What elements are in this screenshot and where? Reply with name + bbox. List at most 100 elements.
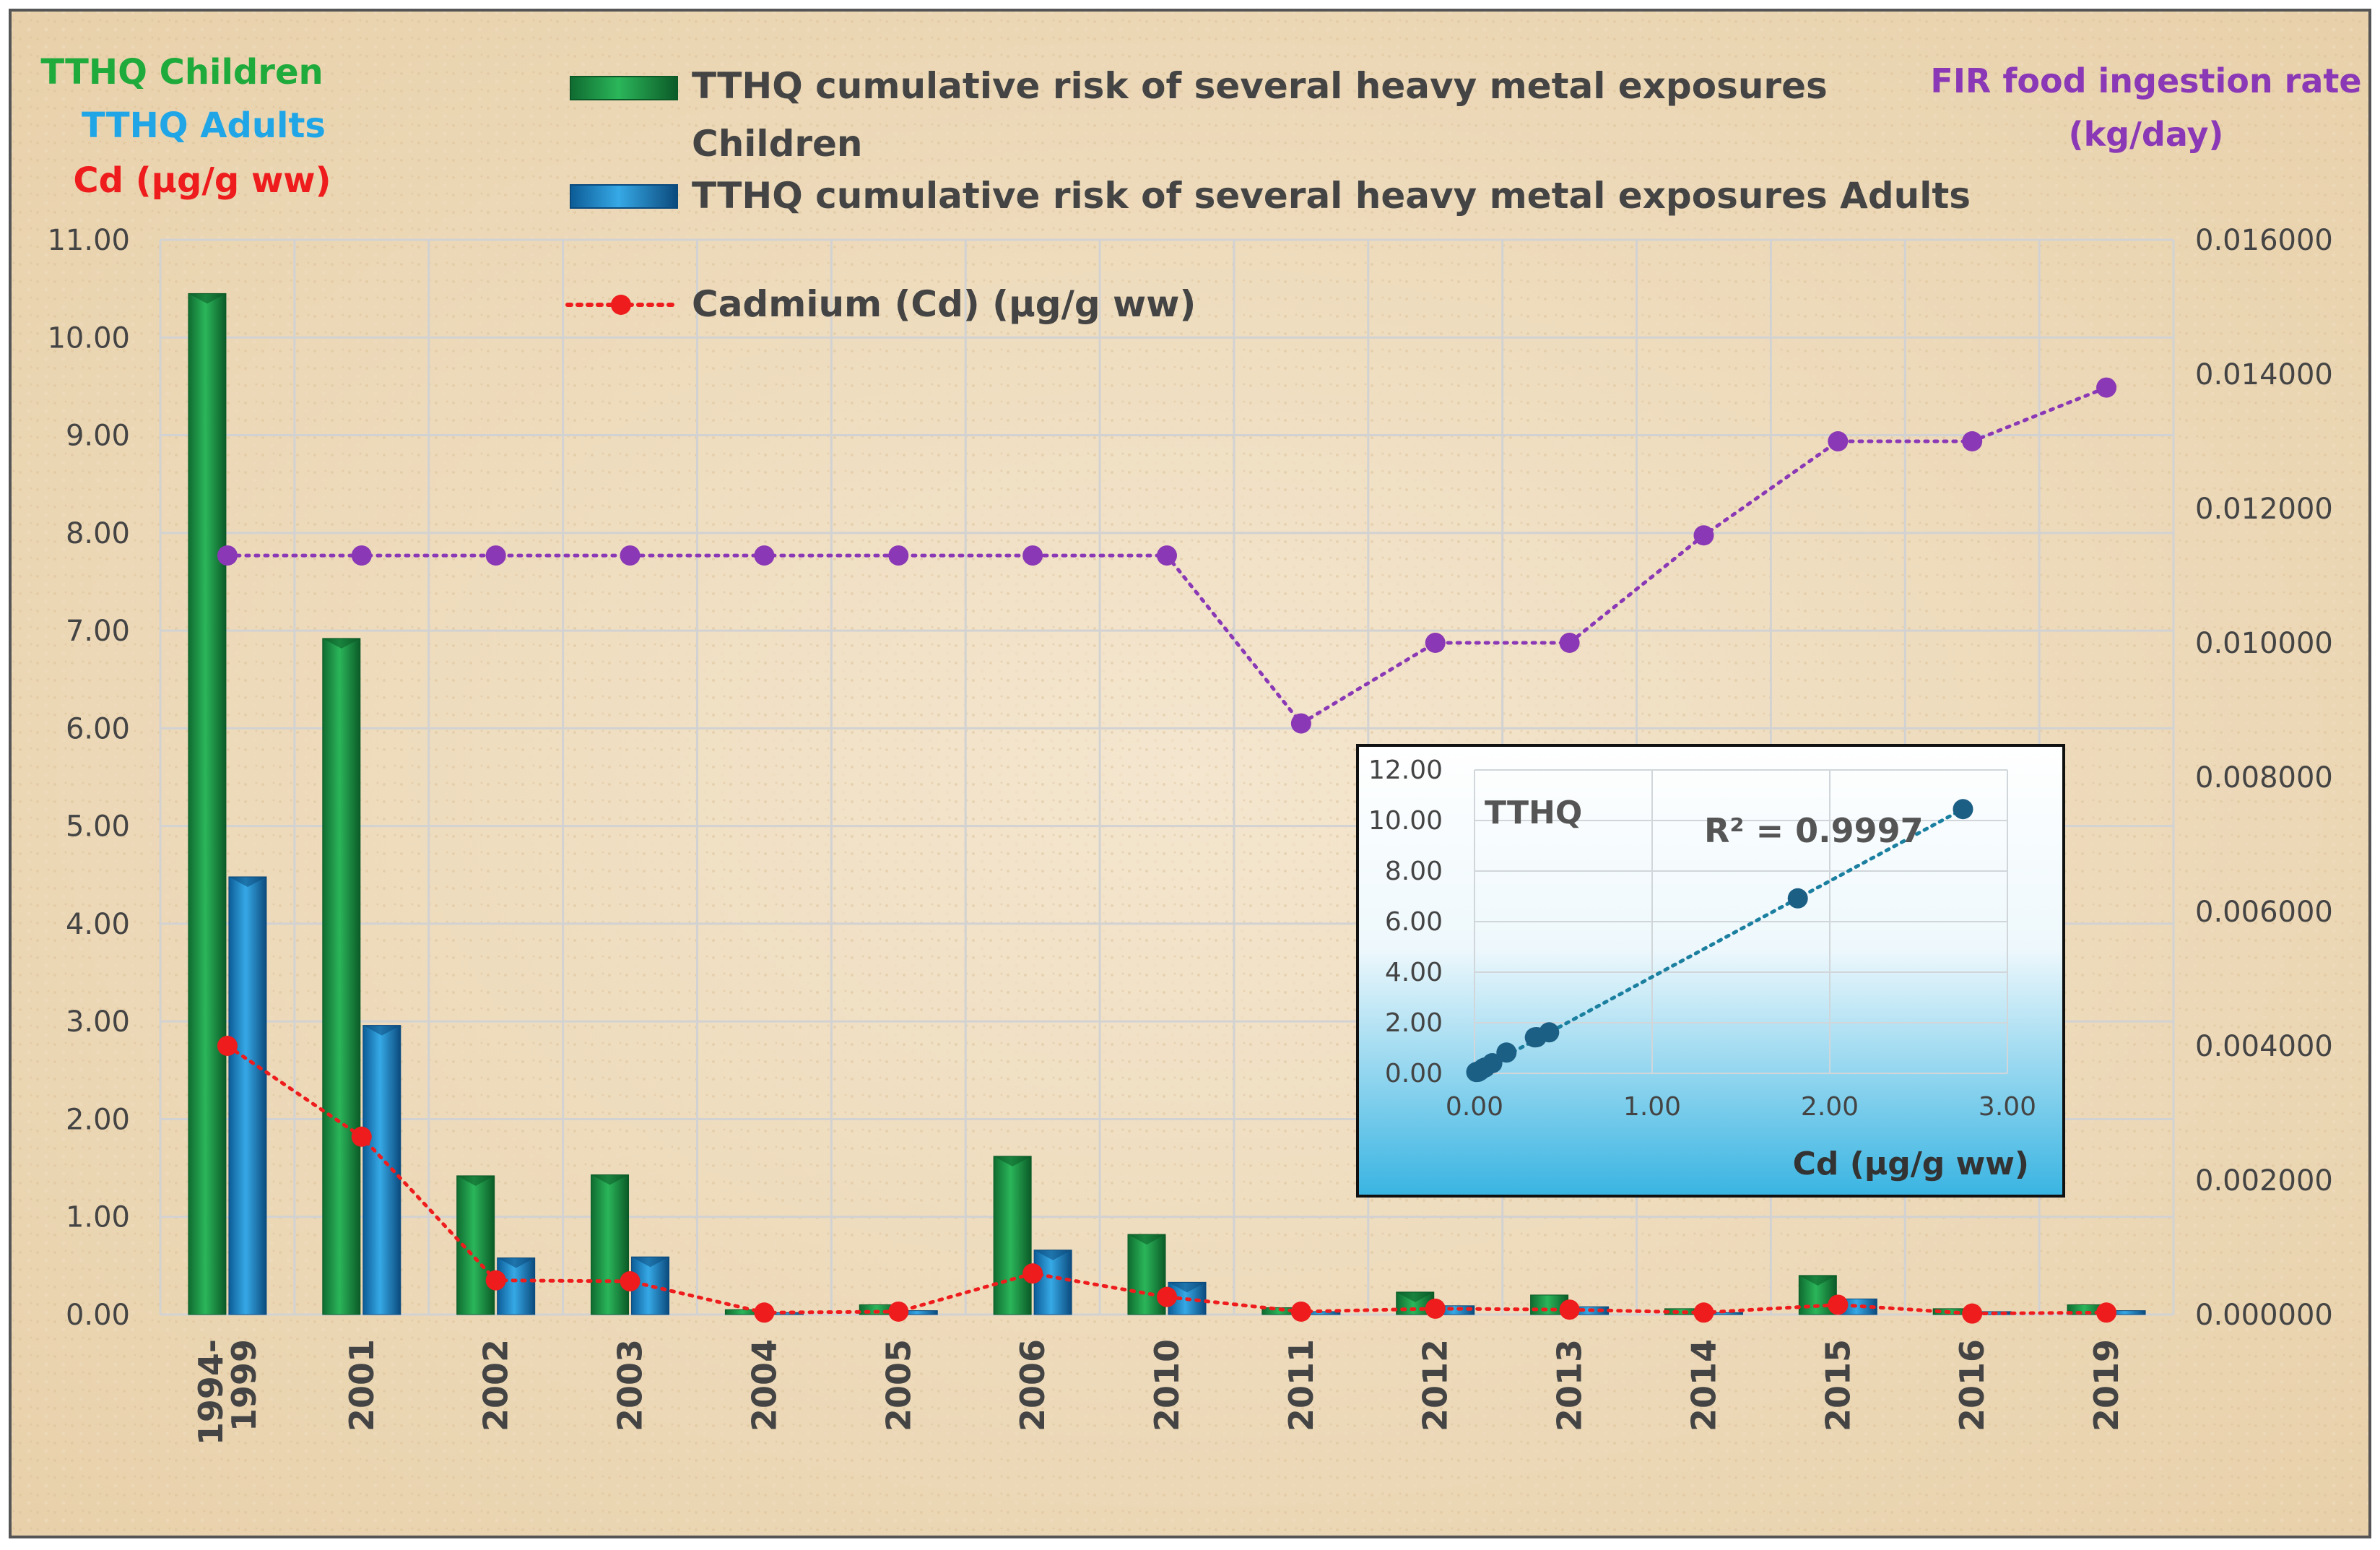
inset-y-tick-label: 6.00 bbox=[1385, 907, 1443, 937]
cadmium-point bbox=[485, 1270, 506, 1291]
right-y-tick-label: 0.000000 bbox=[2195, 1299, 2333, 1332]
inset-y-tick-label: 10.00 bbox=[1368, 806, 1443, 836]
bar-children bbox=[322, 638, 361, 1315]
cadmium-point bbox=[1693, 1302, 1714, 1323]
left-y-tick-label: 1.00 bbox=[66, 1201, 130, 1234]
right-axis-title-line2: (kg/day) bbox=[2069, 115, 2224, 154]
fir-point bbox=[1828, 431, 1849, 451]
right-y-tick-label: 0.016000 bbox=[2195, 224, 2333, 257]
fir-point bbox=[620, 545, 640, 566]
cadmium-point bbox=[2096, 1302, 2117, 1323]
bar-bevel bbox=[456, 1175, 495, 1186]
bar-bevel bbox=[322, 638, 360, 649]
category-label-line: 2019 bbox=[2087, 1339, 2126, 1432]
fir-point bbox=[217, 545, 238, 566]
category-label-line: 2001 bbox=[342, 1339, 381, 1432]
bar-bevel bbox=[228, 876, 266, 887]
left-y-tick-label: 4.00 bbox=[66, 908, 130, 941]
series-lines bbox=[217, 377, 2117, 1324]
left-axis-title-children: TTHQ Children bbox=[40, 52, 323, 92]
cadmium-point bbox=[351, 1126, 372, 1147]
category-label: 2011 bbox=[1282, 1339, 1321, 1432]
category-label-line: 2013 bbox=[1550, 1339, 1589, 1432]
bars bbox=[188, 293, 2146, 1315]
left-y-tick-label: 10.00 bbox=[47, 321, 130, 355]
inset-y-tick-label: 12.00 bbox=[1368, 755, 1443, 785]
cadmium-point bbox=[888, 1301, 909, 1322]
category-label-line: 2015 bbox=[1818, 1339, 1857, 1432]
cadmium-point bbox=[754, 1302, 775, 1323]
category-label: 1994-1999 bbox=[191, 1339, 264, 1445]
inset-y-tick-label: 2.00 bbox=[1385, 1008, 1443, 1038]
bar-children bbox=[188, 293, 227, 1315]
bar-bevel bbox=[1034, 1250, 1072, 1260]
left-y-tick-label: 2.00 bbox=[66, 1103, 130, 1136]
right-y-tick-label: 0.014000 bbox=[2195, 358, 2333, 391]
bar-children bbox=[993, 1156, 1032, 1315]
inset-x-tick-label: 0.00 bbox=[1446, 1092, 1503, 1122]
inset-scatter-point bbox=[1539, 1022, 1560, 1043]
cadmium-point bbox=[1290, 1301, 1311, 1322]
category-label: 2010 bbox=[1147, 1339, 1186, 1432]
bar-adults bbox=[1033, 1250, 1072, 1315]
inset-axis-ticks: 0.00 2.00 4.00 6.00 8.00 10.00 12.00 0.00 1.00 2.… bbox=[1368, 755, 2036, 1122]
fir-point bbox=[1157, 545, 1177, 566]
cadmium-point bbox=[1022, 1263, 1043, 1284]
right-y-tick-label: 0.010000 bbox=[2195, 627, 2333, 660]
fir-point bbox=[1290, 713, 1311, 734]
category-label-line: 2002 bbox=[477, 1339, 516, 1432]
right-axis-title-line1: FIR food ingestion rate bbox=[1930, 61, 2361, 100]
inset-scatter-point bbox=[1953, 799, 1973, 820]
category-label-line: 1994- bbox=[191, 1339, 230, 1445]
legend-label-adults: TTHQ cumulative risk of several heavy me… bbox=[692, 175, 1971, 217]
inset-x-tick-label: 1.00 bbox=[1623, 1092, 1681, 1122]
legend-swatch-cadmium-marker bbox=[611, 295, 631, 315]
cadmium-point bbox=[1559, 1299, 1580, 1320]
category-label: 2013 bbox=[1550, 1339, 1589, 1432]
cadmium-point bbox=[217, 1036, 238, 1056]
category-label: 2002 bbox=[477, 1339, 516, 1432]
legend-label-children-line2: Children bbox=[692, 123, 863, 165]
legend-swatch-children bbox=[570, 76, 678, 100]
category-label: 2001 bbox=[342, 1339, 381, 1432]
category-label: 2015 bbox=[1818, 1339, 1857, 1432]
inset-y-tick-label: 0.00 bbox=[1385, 1059, 1443, 1088]
left-axis-title-cd: Cd (µg/g ww) bbox=[73, 160, 331, 201]
category-label-line: 2010 bbox=[1147, 1339, 1186, 1432]
bar-bevel bbox=[591, 1174, 629, 1185]
inset-scatter-point bbox=[1787, 888, 1808, 909]
left-y-tick-label: 7.00 bbox=[66, 615, 130, 648]
bar-bevel bbox=[1799, 1275, 1837, 1286]
cadmium-point bbox=[620, 1271, 640, 1292]
category-label: 2006 bbox=[1013, 1339, 1052, 1432]
category-label-line: 2014 bbox=[1684, 1339, 1723, 1432]
inset-scatter-point bbox=[1496, 1042, 1517, 1063]
fir-point bbox=[485, 545, 506, 566]
inset-x-tick-label: 2.00 bbox=[1801, 1092, 1859, 1122]
left-y-tick-label: 3.00 bbox=[66, 1005, 130, 1039]
bar-bevel bbox=[188, 293, 226, 304]
right-y-tick-label: 0.008000 bbox=[2195, 761, 2333, 795]
category-label: 2012 bbox=[1416, 1339, 1455, 1432]
left-y-tick-label: 8.00 bbox=[66, 517, 130, 550]
fir-point bbox=[1962, 431, 1983, 451]
legend-label-cadmium: Cadmium (Cd) (µg/g ww) bbox=[692, 283, 1196, 325]
right-y-tick-label: 0.004000 bbox=[2195, 1030, 2333, 1063]
right-y-tick-label: 0.002000 bbox=[2195, 1164, 2333, 1198]
right-y-tick-label: 0.006000 bbox=[2195, 896, 2333, 929]
cadmium-point bbox=[1828, 1294, 1849, 1315]
left-y-tick-label: 9.00 bbox=[66, 420, 130, 453]
fir-point bbox=[1425, 633, 1446, 653]
category-label: 2019 bbox=[2087, 1339, 2126, 1432]
fir-point bbox=[1022, 545, 1043, 566]
inset-points bbox=[1466, 799, 1973, 1083]
inset-y-tick-label: 4.00 bbox=[1385, 958, 1443, 987]
inset-trendline bbox=[1472, 807, 1965, 1075]
inset-y-tick-label: 8.00 bbox=[1385, 857, 1443, 886]
category-label-line: 2006 bbox=[1013, 1339, 1052, 1432]
left-y-tick-label: 5.00 bbox=[66, 810, 130, 844]
inset-x-tick-label: 3.00 bbox=[1979, 1092, 2036, 1122]
category-label-line: 2004 bbox=[744, 1339, 783, 1432]
category-label-line: 1999 bbox=[225, 1339, 264, 1432]
